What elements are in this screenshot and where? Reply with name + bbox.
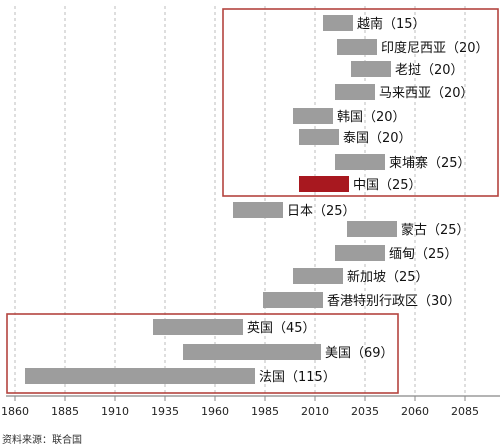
- bar-label: 老挝（20）: [395, 63, 464, 78]
- x-tick-label: 2085: [451, 405, 479, 418]
- bar-label: 印度尼西亚（20）: [381, 40, 489, 56]
- bar: [183, 344, 321, 360]
- x-tick-label: 1860: [1, 405, 29, 418]
- bar-label: 英国（45）: [247, 321, 316, 336]
- bar: [323, 15, 353, 31]
- bar: [299, 176, 349, 192]
- bar-label: 马来西亚（20）: [379, 86, 474, 101]
- bar-label: 韩国（20）: [337, 110, 406, 125]
- x-tick-label: 1985: [251, 405, 279, 418]
- bar: [351, 61, 391, 77]
- bar-label: 新加坡（25）: [347, 269, 429, 285]
- bar: [25, 368, 255, 384]
- bar: [335, 245, 385, 261]
- bar: [263, 292, 323, 308]
- source-note: 资料来源：联合国: [2, 435, 82, 446]
- bar-label: 法国（115）: [259, 370, 336, 385]
- bar-label: 美国（69）: [325, 346, 394, 361]
- bar: [337, 39, 377, 55]
- group-frames: [6, 8, 499, 394]
- bar-label: 蒙古（25）: [401, 223, 470, 238]
- bars: [25, 15, 397, 384]
- bar-labels: 越南（15） 印度尼西亚（20） 老挝（20） 马来西亚（20） 韩国（20） 泰国（20…: [247, 16, 489, 385]
- bar-label: 柬埔寨（25）: [389, 155, 471, 171]
- x-tick-label: 2010: [301, 405, 329, 418]
- bar-label: 日本（25）: [287, 204, 356, 219]
- x-tick-label: 1960: [201, 405, 229, 418]
- frame-upper-group: [222, 8, 499, 197]
- bar: [293, 268, 343, 284]
- bar: [335, 154, 385, 170]
- bar-label: 中国（25）: [353, 178, 422, 193]
- x-tick-label: 1910: [101, 405, 129, 418]
- x-axis-ticks: 1860 1885 1910 1935 1960 1985 2010 2035 2060 2085: [1, 396, 479, 418]
- frame-lower-group: [6, 313, 399, 394]
- bar-label: 香港特别行政区（30）: [327, 294, 461, 309]
- x-tick-label: 1885: [51, 405, 79, 418]
- bar: [233, 202, 283, 218]
- bar: [335, 84, 375, 100]
- bar: [293, 108, 333, 124]
- x-tick-label: 1935: [151, 405, 179, 418]
- bar-label: 缅甸（25）: [389, 247, 458, 262]
- x-tick-label: 2060: [401, 405, 429, 418]
- bar-label: 越南（15）: [357, 16, 426, 32]
- bar: [299, 129, 339, 145]
- bar: [347, 221, 397, 237]
- x-tick-label: 2035: [351, 405, 379, 418]
- bar-label: 泰国（20）: [343, 131, 412, 146]
- bar: [153, 319, 243, 335]
